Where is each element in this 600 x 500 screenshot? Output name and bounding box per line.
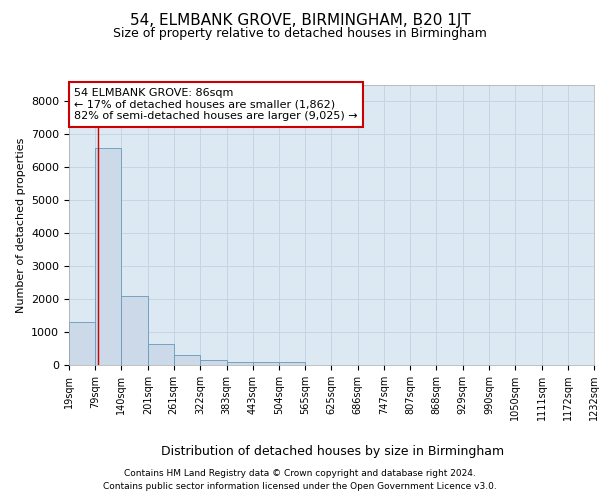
Text: Size of property relative to detached houses in Birmingham: Size of property relative to detached ho… — [113, 28, 487, 40]
Text: Contains HM Land Registry data © Crown copyright and database right 2024.: Contains HM Land Registry data © Crown c… — [124, 468, 476, 477]
Bar — [279, 362, 305, 365]
Bar — [227, 362, 253, 365]
Bar — [121, 296, 148, 365]
Bar — [148, 344, 174, 365]
Text: 54, ELMBANK GROVE, BIRMINGHAM, B20 1JT: 54, ELMBANK GROVE, BIRMINGHAM, B20 1JT — [130, 12, 470, 28]
Y-axis label: Number of detached properties: Number of detached properties — [16, 138, 26, 312]
Text: Distribution of detached houses by size in Birmingham: Distribution of detached houses by size … — [161, 444, 505, 458]
Text: Contains public sector information licensed under the Open Government Licence v3: Contains public sector information licen… — [103, 482, 497, 491]
Bar — [95, 148, 121, 365]
Bar — [200, 360, 227, 365]
Bar — [174, 355, 200, 365]
Text: 54 ELMBANK GROVE: 86sqm
← 17% of detached houses are smaller (1,862)
82% of semi: 54 ELMBANK GROVE: 86sqm ← 17% of detache… — [74, 88, 358, 121]
Bar — [253, 362, 279, 365]
Bar — [69, 322, 95, 365]
